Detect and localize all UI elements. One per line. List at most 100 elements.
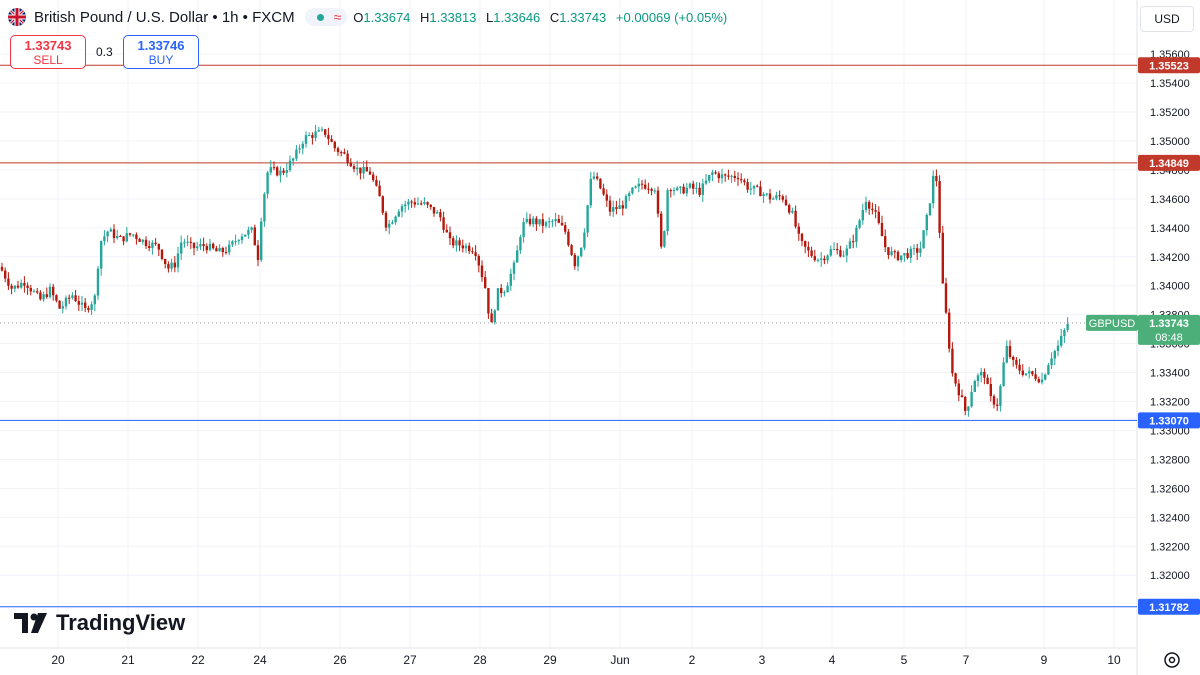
candle-body (1015, 359, 1018, 365)
support-price-tag (1138, 598, 1200, 615)
candle-body (797, 226, 800, 234)
candle-body (474, 252, 477, 257)
candle-body (317, 130, 320, 132)
candle-body (164, 258, 167, 264)
candle-body (426, 202, 429, 205)
price-tick-label: 1.33400 (1150, 368, 1190, 380)
current-price-tag (1138, 314, 1200, 345)
time-tick-label: 29 (543, 653, 557, 667)
candle-body (221, 247, 224, 253)
candle-body (276, 167, 279, 176)
price-tick-label: 1.32200 (1150, 541, 1190, 553)
candle-body (1018, 364, 1021, 371)
candle-body (215, 248, 218, 252)
market-status-pill[interactable]: ≈ (304, 8, 348, 26)
candle-body (116, 236, 119, 239)
candle-body (368, 171, 372, 175)
candle-body (0, 266, 4, 271)
candle-body (141, 239, 144, 242)
candle-body (20, 282, 23, 288)
candle-body (720, 174, 724, 179)
price-axis: 1.356001.354001.352001.350001.348001.346… (1150, 49, 1190, 582)
candle-body (906, 253, 909, 258)
candle-body (160, 249, 164, 259)
candle-body (532, 218, 535, 225)
candle-body (519, 237, 522, 251)
price-tick-label: 1.35000 (1150, 136, 1190, 148)
time-tick-label: 26 (333, 653, 347, 667)
candle-body (240, 236, 244, 241)
candle-body (365, 167, 368, 172)
candle-body (909, 248, 912, 258)
candle-body (615, 207, 618, 210)
price-tick-label: 1.32400 (1150, 512, 1190, 524)
candle-body (951, 348, 954, 374)
time-tick-label: Jun (610, 653, 629, 667)
current-price-label: 1.33743 (1149, 318, 1189, 330)
candle-body (455, 240, 458, 246)
candle-body (794, 210, 797, 227)
candle-body (58, 300, 61, 309)
candle-body (544, 222, 548, 226)
candle-body (471, 251, 474, 253)
candle-body (746, 182, 749, 190)
candle-body (688, 183, 692, 188)
candle-body (228, 244, 231, 253)
candle-body (621, 205, 624, 209)
candle-body (180, 242, 183, 254)
candle-body (733, 175, 736, 178)
candle-body (586, 205, 589, 233)
candle-body (128, 233, 132, 235)
price-tick-label: 1.34200 (1150, 252, 1190, 264)
candle-body (487, 288, 490, 314)
candle-body (218, 247, 221, 252)
candle-body (125, 233, 128, 242)
candle-body (231, 241, 234, 245)
candle-body (391, 222, 394, 224)
candle-body (992, 396, 996, 405)
candle-body (717, 173, 720, 179)
candle-body (68, 297, 71, 299)
candle-body (669, 190, 672, 192)
candle-body (173, 262, 176, 268)
candle-body (349, 162, 352, 167)
buy-button[interactable]: 1.33746 BUY (123, 35, 199, 69)
candle-body (4, 270, 7, 279)
tradingview-logo[interactable]: TradingView (14, 610, 185, 636)
time-tick-label: 5 (901, 653, 908, 667)
symbol-title[interactable]: British Pound / U.S. Dollar • 1h • FXCM (34, 8, 295, 26)
candle-body (608, 200, 612, 212)
support-price-label: 1.33070 (1149, 415, 1189, 427)
candle-body (724, 174, 727, 176)
candle-body (954, 373, 957, 384)
price-labels: 1.35523 1.34849 1.33070 1.31782 GBPUSD 1.3374… (1086, 57, 1200, 615)
candle-body (269, 167, 272, 173)
candle-body (506, 285, 509, 293)
candle-body (941, 232, 944, 284)
candle-body (538, 219, 541, 225)
sell-button[interactable]: 1.33743 SELL (10, 35, 86, 69)
candle-body (61, 306, 64, 309)
candle-body (148, 246, 151, 248)
candle-body (314, 131, 317, 138)
currency-button[interactable]: USD (1140, 6, 1194, 32)
wave-icon: ≈ (333, 9, 342, 25)
candle-body (890, 251, 893, 255)
settings-icon[interactable] (1162, 650, 1182, 670)
candle-body (589, 178, 592, 206)
candle-body (839, 250, 842, 257)
candle-body (144, 239, 148, 247)
candle-body (986, 377, 989, 385)
candle-body (624, 196, 628, 209)
candle-body (804, 241, 807, 247)
candle-body (77, 301, 80, 305)
candle-body (458, 240, 461, 246)
candle-body (948, 312, 951, 349)
chart-header: British Pound / U.S. Dollar • 1h • FXCM … (8, 6, 733, 28)
candle-body (666, 190, 669, 232)
candle-body (186, 241, 189, 243)
candle-body (452, 238, 455, 246)
candle-body (820, 258, 823, 260)
candle-body (397, 211, 400, 217)
